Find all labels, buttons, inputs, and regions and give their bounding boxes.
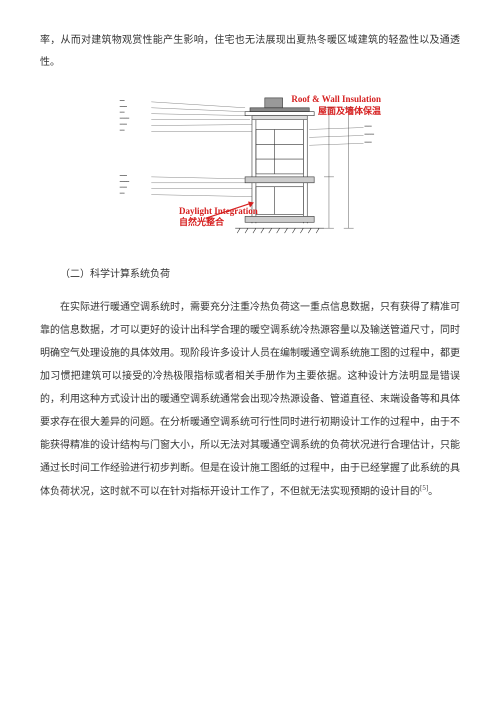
- architectural-diagram: ━━ ━━━ ━━ ━━━━ ━━━ ━━ ━━━ ━━━━ ━━━ ━━ ━━…: [110, 89, 390, 244]
- svg-text:━━━: ━━━: [119, 104, 128, 109]
- svg-text:━━━: ━━━: [364, 139, 373, 144]
- svg-text:━━: ━━: [119, 98, 125, 103]
- section-heading: （二）科学计算系统负荷: [40, 264, 460, 286]
- roof-insulation-label: Roof & Wall Insulation 屋面及墙体保温: [291, 94, 381, 117]
- svg-text:━━━━: ━━━━: [364, 131, 375, 136]
- svg-text:━━: ━━: [119, 191, 125, 196]
- svg-text:━━━: ━━━: [119, 122, 128, 127]
- footnote-marker: [5]: [420, 484, 428, 492]
- body-text-end: 。: [428, 486, 438, 497]
- roof-label-cn: 屋面及墙体保温: [291, 106, 381, 118]
- body-text-content: 在实际进行暖通空调系统时，需要充分注重冷热负荷这一重点信息数据，只有获得了精准可…: [40, 302, 460, 497]
- svg-text:━━: ━━: [119, 127, 125, 132]
- svg-text:━━━: ━━━: [119, 173, 128, 178]
- svg-text:━━━━: ━━━━: [119, 116, 130, 121]
- svg-text:━━━━: ━━━━: [119, 179, 130, 184]
- intro-paragraph: 率，从而对建筑物观赏性能产生影响，住宅也无法展现出夏热冬暖区域建筑的轻盈性以及通…: [40, 30, 460, 74]
- body-paragraph: 在实际进行暖通空调系统时，需要充分注重冷热负荷这一重点信息数据，只有获得了精准可…: [40, 296, 460, 503]
- svg-text:━━━: ━━━: [364, 124, 373, 129]
- daylight-integration-label: Daylight Integration 自然光整合: [179, 206, 258, 229]
- svg-text:━━━: ━━━: [119, 185, 128, 190]
- daylight-label-en: Daylight Integration: [179, 206, 258, 218]
- daylight-label-cn: 自然光整合: [179, 217, 258, 229]
- roof-label-en: Roof & Wall Insulation: [291, 94, 381, 106]
- svg-text:━━: ━━: [119, 110, 125, 115]
